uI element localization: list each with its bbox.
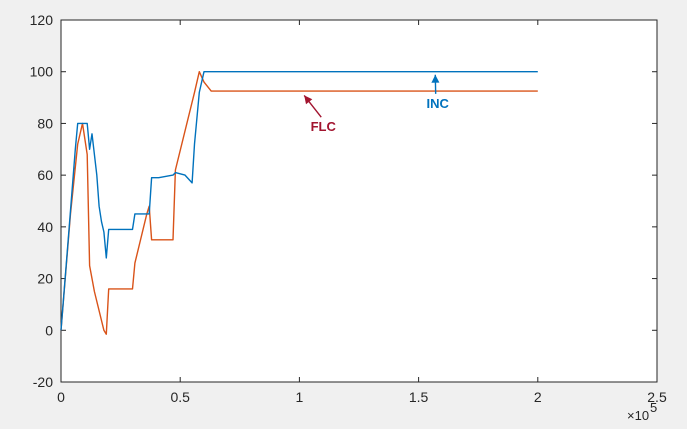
x-multiplier-base: ×10 bbox=[627, 408, 649, 423]
x-tick-label: 1.5 bbox=[409, 389, 429, 405]
y-tick-label: 120 bbox=[30, 12, 54, 28]
annotations-layer: INC FLC bbox=[303, 74, 449, 134]
annotation-label-inc: INC bbox=[426, 96, 449, 111]
y-tick-label: 20 bbox=[37, 271, 53, 287]
y-tick-label: 40 bbox=[37, 219, 53, 235]
axes-background bbox=[60, 19, 658, 383]
y-axis-ticks: -20 0 20 40 60 80 100 120 bbox=[30, 12, 657, 390]
series-layer bbox=[60, 70, 538, 335]
annotation-label-flc: FLC bbox=[311, 119, 337, 134]
x-multiplier-exponent: 5 bbox=[650, 400, 657, 415]
series-line-flc bbox=[60, 70, 538, 335]
x-tick-label: 2 bbox=[534, 389, 542, 405]
x-tick-label: 2.5 bbox=[647, 389, 667, 405]
y-tick-label: 60 bbox=[37, 167, 53, 183]
x-axis-multiplier: ×10 5 bbox=[627, 400, 657, 423]
series-line-inc bbox=[60, 70, 538, 331]
y-tick-label: 100 bbox=[30, 64, 54, 80]
annotation-arrowhead-inc bbox=[431, 74, 440, 83]
y-tick-label: -20 bbox=[33, 374, 53, 390]
x-axis-ticks: 0 0.5 1 1.5 2 2.5 bbox=[57, 20, 667, 405]
y-tick-label: 80 bbox=[37, 115, 53, 131]
x-tick-label: 0 bbox=[57, 389, 65, 405]
x-tick-label: 1 bbox=[296, 389, 304, 405]
annotation-arrowhead-flc bbox=[304, 95, 313, 105]
x-tick-label: 0.5 bbox=[170, 389, 190, 405]
y-tick-label: 0 bbox=[45, 322, 53, 338]
